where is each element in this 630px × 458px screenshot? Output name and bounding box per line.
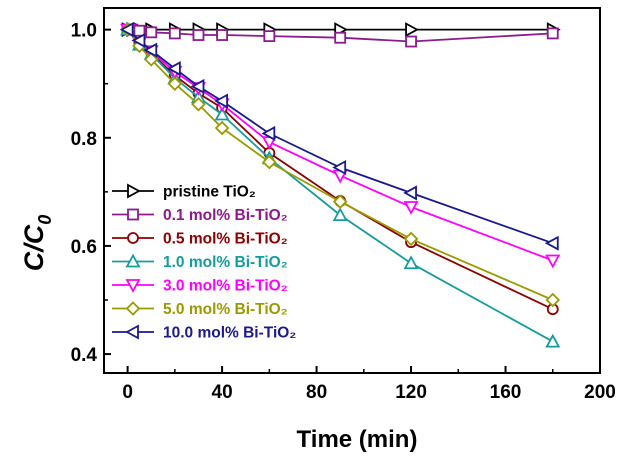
data-point: [403, 255, 419, 270]
data-point: [261, 125, 276, 141]
legend-label: 1.0 mol% Bi-TiO₂: [163, 254, 288, 271]
legend-item: 1.0 mol% Bi-TiO₂: [112, 253, 288, 271]
data-point: [143, 52, 159, 67]
data-point: [145, 26, 158, 39]
legend-marker: [125, 324, 139, 340]
data-point: [216, 29, 228, 41]
data-point: [403, 185, 417, 201]
data-point: [214, 120, 230, 136]
x-tick-label: 40: [212, 382, 233, 403]
legend-item: pristine TiO₂: [112, 183, 256, 201]
data-point: [166, 61, 181, 77]
x-tick-label: 80: [306, 382, 327, 403]
data-point: [332, 194, 348, 209]
axis-ticks: [104, 28, 601, 373]
data-point: [133, 24, 146, 37]
y-tick-label: 0.8: [71, 129, 97, 150]
legend-item: 3.0 mol% Bi-TiO₂: [112, 278, 288, 295]
data-point: [191, 96, 206, 112]
legend-label: 0.5 mol% Bi-TiO₂: [163, 231, 288, 248]
data-point: [262, 154, 277, 170]
data-point: [263, 30, 276, 43]
legend-marker: [127, 208, 139, 221]
y-tick-label: 1.0: [71, 21, 97, 42]
y-axis-title-main: C/C: [19, 224, 49, 271]
y-axis-title-subscript: 0: [35, 215, 55, 225]
legend-marker: [127, 232, 139, 244]
legend-item: 0.1 mol% Bi-TiO₂: [112, 207, 288, 224]
data-point: [544, 235, 559, 251]
x-tick-label: 160: [490, 382, 522, 403]
data-point: [192, 29, 205, 41]
data-point: [332, 207, 348, 222]
x-tick-label: 120: [395, 382, 427, 403]
legend-item: 10.0 mol% Bi-TiO₂: [112, 324, 296, 342]
legend-label: 5.0 mol% Bi-TiO₂: [163, 301, 288, 318]
data-point: [214, 93, 228, 109]
data-point: [545, 333, 561, 348]
data-point: [405, 22, 419, 38]
x-tick-label: 200: [584, 382, 616, 403]
data-point: [214, 106, 230, 121]
data-point: [546, 27, 559, 40]
series-7: [119, 22, 559, 251]
series-line: [126, 29, 554, 301]
y-axis-title-group: C/C0: [19, 215, 55, 272]
data-point: [143, 42, 158, 58]
series-layer: [119, 21, 561, 348]
data-point: [334, 31, 347, 44]
data-point: [403, 201, 419, 215]
legend-marker: [125, 253, 141, 268]
data-point: [403, 231, 419, 247]
tick-labels: 0 40 80 120 160 200 0.4 0.6 0.8 1.0: [71, 21, 616, 403]
data-point: [119, 22, 134, 38]
data-point: [332, 160, 347, 176]
legend-marker: [127, 183, 141, 199]
data-point: [545, 292, 561, 308]
legend-label: 10.0 mol% Bi-TiO₂: [163, 325, 296, 342]
y-tick-label: 0.4: [71, 345, 98, 366]
plot-border: [103, 7, 601, 374]
data-point: [405, 35, 417, 48]
y-tick-label: 0.6: [71, 237, 97, 258]
data-point: [131, 32, 146, 48]
plot-frame: [103, 7, 601, 374]
legend: pristine TiO₂ 0.1 mol% Bi-TiO₂ 0.5 mol% Bi…: [112, 183, 296, 342]
y-axis-title: C/C0: [19, 215, 55, 272]
legend-marker: [125, 279, 141, 293]
data-point: [168, 27, 181, 40]
data-point: [190, 78, 205, 94]
x-axis-title: Time (min): [297, 426, 418, 453]
legend-label: 3.0 mol% Bi-TiO₂: [163, 278, 288, 295]
legend-label: 0.1 mol% Bi-TiO₂: [163, 207, 288, 224]
data-point: [167, 76, 183, 91]
legend-item: 5.0 mol% Bi-TiO₂: [112, 301, 288, 318]
x-tick-label: 0: [122, 382, 133, 403]
series-line: [126, 29, 554, 262]
legend-item: 0.5 mol% Bi-TiO₂: [112, 231, 288, 248]
legend-marker: [125, 301, 141, 316]
legend-label: pristine TiO₂: [163, 184, 256, 201]
data-point: [545, 254, 561, 269]
